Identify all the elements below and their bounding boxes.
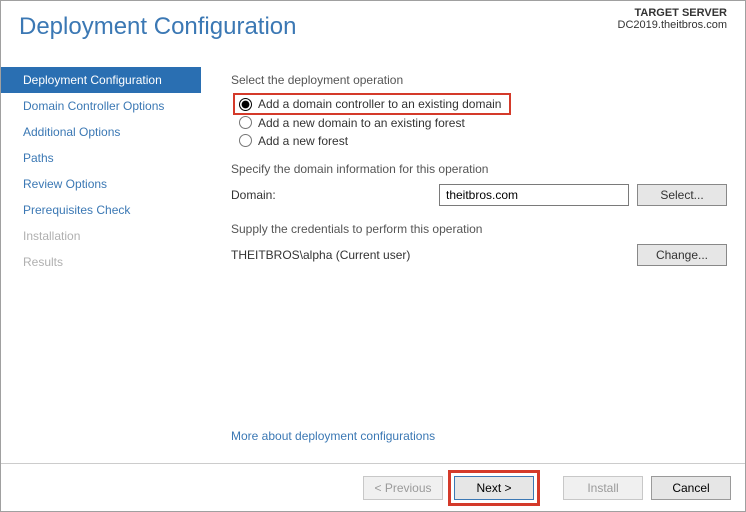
deployment-radio-group: Add a domain controller to an existing d… (235, 95, 727, 150)
previous-button: < Previous (363, 476, 443, 500)
target-server-name: DC2019.theitbros.com (618, 19, 727, 31)
cancel-button[interactable]: Cancel (651, 476, 731, 500)
sidebar-item-0[interactable]: Deployment Configuration (1, 67, 201, 93)
radio-label-0: Add a domain controller to an existing d… (258, 97, 501, 111)
sidebar-item-6: Installation (1, 223, 201, 249)
credentials-row: THEITBROS\alpha (Current user) Change... (231, 244, 727, 266)
sidebar-item-4[interactable]: Review Options (1, 171, 201, 197)
radio-option-0[interactable]: Add a domain controller to an existing d… (235, 95, 509, 113)
domain-row: Domain: Select... (231, 184, 727, 206)
radio-label-2: Add a new forest (258, 134, 348, 148)
specify-domain-label: Specify the domain information for this … (231, 162, 727, 176)
credentials-text: THEITBROS\alpha (Current user) (231, 248, 410, 262)
sidebar: Deployment ConfigurationDomain Controlle… (1, 57, 201, 457)
radio-label-1: Add a new domain to an existing forest (258, 116, 465, 130)
header: Deployment Configuration TARGET SERVER D… (1, 1, 745, 57)
radio-option-2[interactable]: Add a new forest (235, 132, 727, 150)
radio-input-2[interactable] (239, 134, 252, 147)
change-creds-button[interactable]: Change... (637, 244, 727, 266)
supply-creds-label: Supply the credentials to perform this o… (231, 222, 727, 236)
domain-label: Domain: (231, 188, 431, 202)
next-button[interactable]: Next > (454, 476, 534, 500)
select-domain-button[interactable]: Select... (637, 184, 727, 206)
install-button: Install (563, 476, 643, 500)
domain-input[interactable] (439, 184, 629, 206)
next-button-highlight: Next > (451, 473, 537, 503)
sidebar-item-2[interactable]: Additional Options (1, 119, 201, 145)
main-panel: Select the deployment operation Add a do… (201, 57, 745, 457)
radio-input-0[interactable] (239, 98, 252, 111)
footer: < Previous Next > Install Cancel (1, 463, 745, 511)
sidebar-item-5[interactable]: Prerequisites Check (1, 197, 201, 223)
select-op-label: Select the deployment operation (231, 73, 727, 87)
target-server-block: TARGET SERVER DC2019.theitbros.com (618, 7, 727, 31)
learn-more-link[interactable]: More about deployment configurations (231, 429, 435, 443)
page-title: Deployment Configuration (19, 13, 297, 40)
sidebar-item-1[interactable]: Domain Controller Options (1, 93, 201, 119)
sidebar-item-7: Results (1, 249, 201, 275)
radio-option-1[interactable]: Add a new domain to an existing forest (235, 114, 727, 132)
target-server-label: TARGET SERVER (618, 7, 727, 19)
radio-input-1[interactable] (239, 116, 252, 129)
sidebar-item-3[interactable]: Paths (1, 145, 201, 171)
